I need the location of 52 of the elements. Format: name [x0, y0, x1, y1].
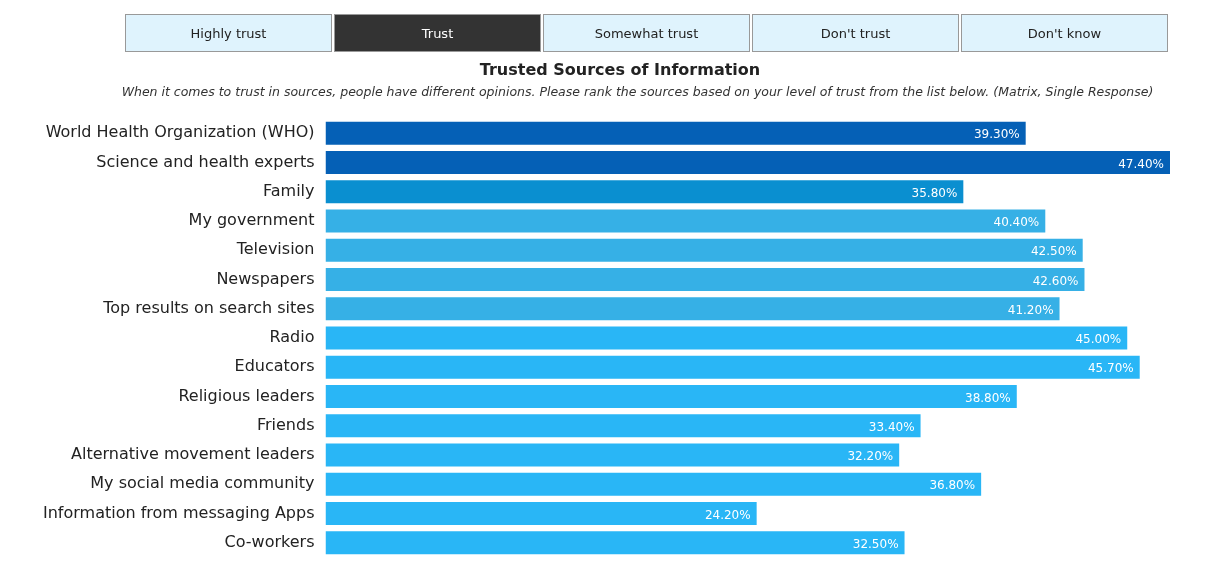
- y-tick-label: Co-workers: [224, 531, 315, 551]
- data-label: 39.30%: [973, 127, 1020, 142]
- bar: [325, 355, 1140, 379]
- y-tick-label: Radio: [269, 327, 315, 347]
- text: Highly trust: [125, 14, 332, 52]
- text: Don't trust: [752, 14, 959, 52]
- bar: [325, 209, 1046, 233]
- data-label: 35.80%: [911, 185, 958, 200]
- text: Don't know: [961, 14, 1168, 52]
- y-tick-label: Top results on search sites: [102, 297, 315, 317]
- data-label: 38.80%: [965, 390, 1011, 405]
- chart-subtitle: When it comes to trust in sources, people have different opinions. Please rank the sources based on your level of trust from the list below. (Matrix, Single Response): [120, 84, 1155, 99]
- data-label: 42.60%: [1032, 273, 1079, 288]
- bar: [325, 238, 1083, 262]
- data-label: 32.50%: [852, 536, 899, 551]
- data-label: 41.20%: [1007, 302, 1054, 317]
- bar: [325, 151, 1170, 174]
- y-tick-label: Newspapers: [216, 268, 315, 288]
- bar: [325, 531, 905, 555]
- bar: [325, 326, 1128, 350]
- chart-title: Trusted Sources of Information: [478, 60, 762, 79]
- y-tick-label: My government: [188, 210, 315, 230]
- y-tick-label: Friends: [256, 414, 315, 434]
- data-label: 24.20%: [704, 507, 751, 522]
- bar: [325, 472, 982, 496]
- y-tick-label: Science and health experts: [96, 151, 315, 171]
- y-tick-label: Religious leaders: [178, 385, 315, 405]
- bar: [325, 502, 757, 525]
- data-label: 45.00%: [1075, 332, 1122, 347]
- y-tick-label: Information from messaging Apps: [42, 502, 315, 522]
- data-label: 33.40%: [868, 419, 915, 434]
- y-tick-label: Family: [263, 180, 315, 200]
- data-label: 40.40%: [993, 215, 1040, 230]
- y-tick-label: Television: [235, 239, 315, 259]
- text: Somewhat trust: [543, 14, 750, 52]
- bar: [325, 268, 1085, 291]
- y-tick-label: World Health Organization (WHO): [45, 122, 315, 142]
- bar: [325, 385, 1017, 408]
- text: Trust: [334, 14, 541, 52]
- data-label: 45.70%: [1087, 361, 1134, 376]
- bar: [325, 443, 900, 467]
- y-tick-label: Educators: [234, 356, 315, 376]
- bar: [325, 180, 964, 204]
- bar: [325, 297, 1060, 321]
- bar: [325, 121, 1026, 145]
- data-label: 47.40%: [1118, 156, 1164, 171]
- data-label: 32.20%: [847, 449, 894, 464]
- y-tick-label: Alternative movement leaders: [71, 444, 315, 464]
- data-label: 36.80%: [929, 478, 976, 493]
- data-label: 42.50%: [1030, 244, 1077, 259]
- bar: [325, 414, 921, 438]
- y-tick-label: My social media community: [90, 473, 315, 493]
